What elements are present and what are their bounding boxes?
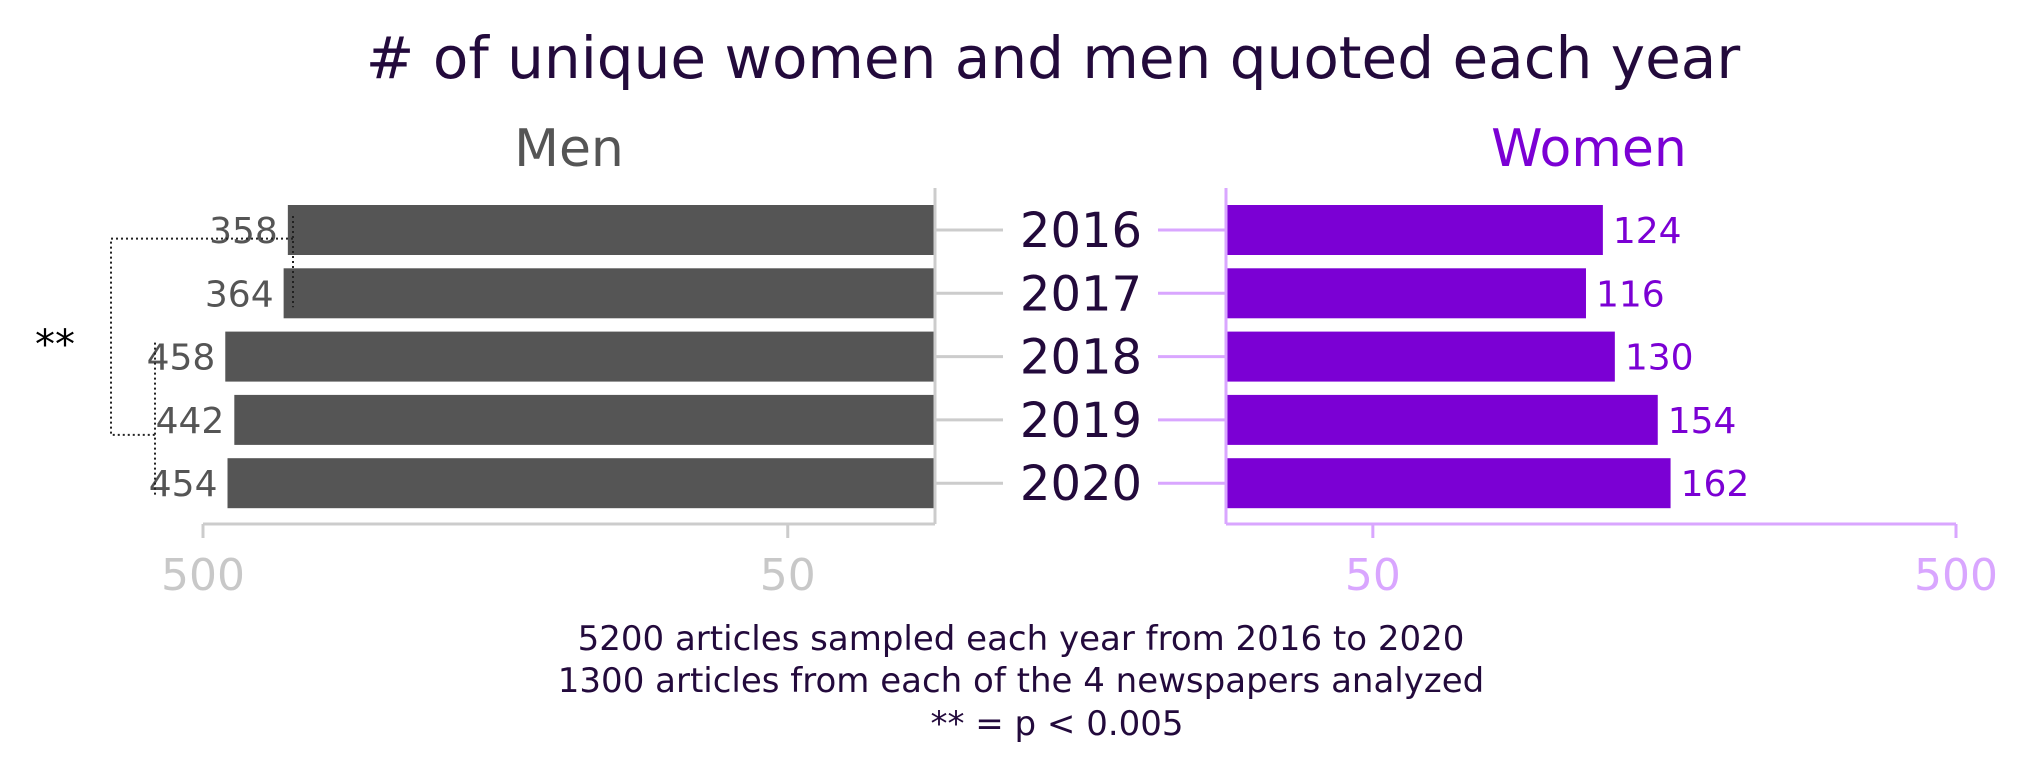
women-value-label-2019: 154 [1668,401,1737,442]
men-x-tick-label-500: 500 [161,550,245,601]
footnote-line-2: 1300 articles from each of the 4 newspap… [558,661,1484,701]
women-bar-2020 [1226,458,1671,509]
women-value-label-2017: 116 [1596,274,1665,315]
year-label-2017: 2017 [1020,266,1142,322]
women-value-label-2016: 124 [1613,211,1682,252]
men-value-label-2017: 364 [205,274,274,315]
men-value-label-2016: 358 [209,211,278,252]
year-labels: 2016 2017 2018 2019 2020 [1020,203,1142,512]
axes: 500 500 50 50 [161,188,1998,601]
significance-link [110,237,293,436]
men-x-tick-label-50: 50 [760,550,816,601]
women-bar-2017 [1226,268,1586,319]
footnote-line-1: 5200 articles sampled each year from 201… [578,619,1465,659]
year-label-2020: 2020 [1020,456,1142,512]
men-bar-2018 [225,331,935,382]
chart-title: # of unique women and men quoted each ye… [366,24,1741,92]
year-label-2018: 2018 [1020,330,1142,386]
women-panel-title: Women [1491,119,1687,179]
women-value-label-2020: 162 [1681,464,1750,505]
footnote-line-3: ** = p < 0.005 [930,704,1183,744]
men-panel-title: Men [514,119,624,179]
women-value-label-2018: 130 [1625,338,1694,379]
men-value-label-2019: 442 [156,401,225,442]
women-bar-2016 [1226,205,1603,255]
men-bar-2019 [234,394,936,445]
women-x-tick-label-50: 50 [1345,550,1401,601]
men-bars: 358 364 458 442 454 [147,205,936,509]
year-label-2016: 2016 [1020,203,1142,259]
significance-bracket: ** [35,216,294,498]
men-bar-2016 [287,205,935,255]
year-label-2019: 2019 [1020,393,1142,449]
women-bar-2019 [1226,394,1658,445]
men-value-label-2018: 458 [147,338,216,379]
men-value-label-2020: 454 [149,464,218,505]
women-bar-2018 [1226,331,1615,382]
significance-marker: ** [35,322,75,368]
men-bar-2020 [227,458,935,509]
men-bar-2017 [283,268,935,319]
women-bars: 124 116 130 154 162 [1226,205,1750,509]
women-x-tick-label-500: 500 [1914,550,1998,601]
